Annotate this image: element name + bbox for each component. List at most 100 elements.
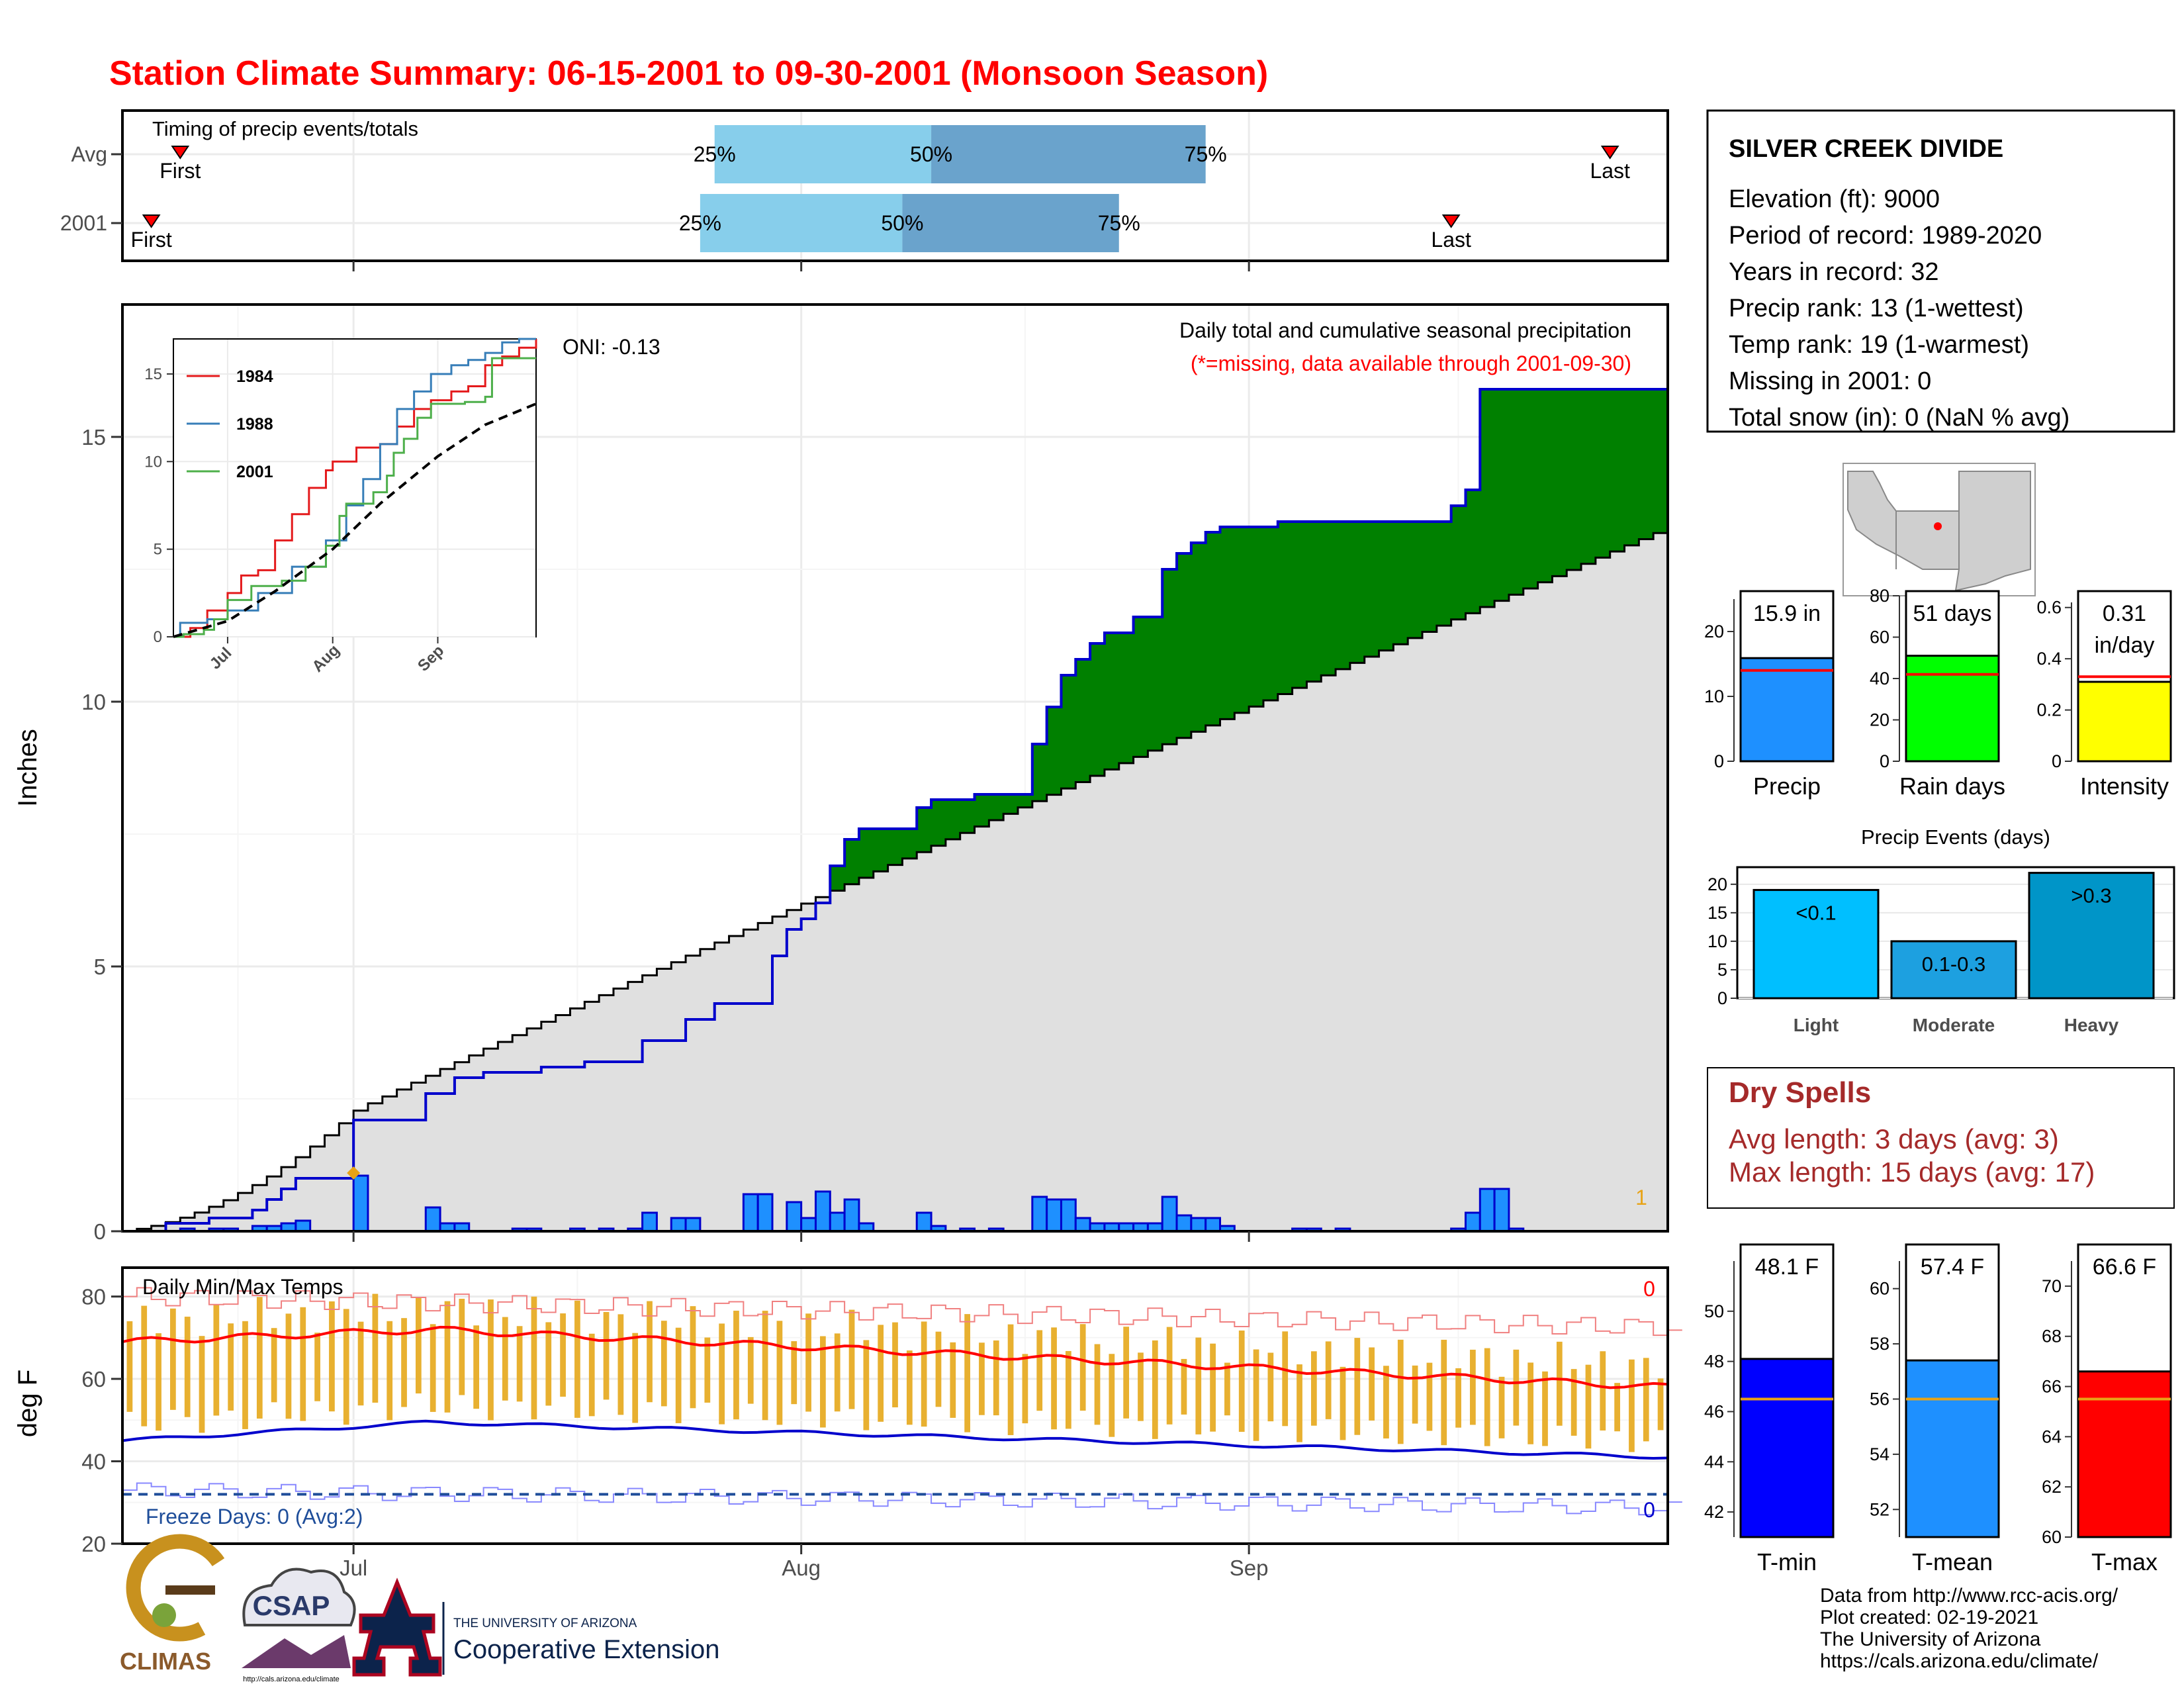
daily-precip-bar bbox=[1205, 1217, 1222, 1233]
temp-range-bar bbox=[863, 1340, 870, 1430]
temp-range-bar bbox=[502, 1317, 508, 1401]
station-line: Missing in 2001: 0 bbox=[1729, 367, 1931, 395]
temp-range-bar bbox=[1369, 1347, 1375, 1421]
events-bar-label: 0.1-0.3 bbox=[1922, 953, 1986, 976]
temp-range-bar bbox=[1426, 1362, 1433, 1431]
temp-range-bar bbox=[1498, 1376, 1505, 1438]
precip-y-tick-label: 10 bbox=[81, 690, 106, 714]
temp-range-bar bbox=[242, 1321, 248, 1429]
mini-value-label: 48.1 F bbox=[1755, 1254, 1819, 1280]
timing-last-label: Last bbox=[1590, 159, 1630, 183]
events-bar-heavy bbox=[2028, 872, 2155, 1000]
temp-range-bar bbox=[574, 1300, 580, 1418]
temp-range-bar bbox=[776, 1321, 783, 1425]
avg-min-line bbox=[122, 1419, 1668, 1460]
temp-y-tick-label: 20 bbox=[81, 1532, 106, 1556]
temp-range-bar bbox=[213, 1305, 220, 1416]
mini-value-label: in/day bbox=[2095, 633, 2155, 658]
temp-range-bar bbox=[690, 1306, 696, 1409]
temp-range-bar bbox=[1643, 1358, 1649, 1442]
daily-precip-bar bbox=[1031, 1196, 1048, 1233]
inset-series-1984 bbox=[173, 339, 537, 638]
mini-y-tick-label: 40 bbox=[1870, 669, 1889, 688]
missing-count: 1 bbox=[1635, 1186, 1647, 1209]
daily-precip-bar bbox=[1493, 1188, 1510, 1233]
temp-panel: 20 40 60 80 Jul Aug Sep deg F Daily Min/Max T… bbox=[13, 1266, 1682, 1580]
inset-y-tick-label: 0 bbox=[154, 628, 162, 646]
events-y-tick-label: 15 bbox=[1707, 903, 1727, 923]
temp-range-bar bbox=[459, 1298, 465, 1395]
station-line: Elevation (ft): 9000 bbox=[1729, 185, 1940, 213]
temp-range-bar bbox=[1166, 1327, 1173, 1425]
locator-map bbox=[1843, 463, 2036, 596]
temp-range-bar bbox=[1079, 1324, 1086, 1411]
inset-series-avg bbox=[173, 402, 537, 638]
timing-first-marker bbox=[142, 214, 161, 228]
daily-precip-bar bbox=[829, 1211, 846, 1233]
freeze-days-count: 0 bbox=[1643, 1498, 1655, 1522]
temp-range-bar bbox=[1195, 1337, 1202, 1434]
timing-p50-label: 50% bbox=[881, 211, 923, 235]
temp-range-bar bbox=[617, 1314, 624, 1415]
station-line: Precip rank: 13 (1-wettest) bbox=[1729, 295, 2024, 322]
daily-precip-bar bbox=[424, 1206, 441, 1233]
temp-range-bar bbox=[560, 1313, 566, 1397]
temp-range-bar bbox=[1600, 1351, 1606, 1431]
temp-range-bar bbox=[993, 1340, 999, 1416]
x-tick-label: Sep bbox=[1230, 1556, 1269, 1580]
timing-panel: Timing of precip events/totals Avg 25% 50%… bbox=[60, 109, 1669, 271]
mini-bar-t-max bbox=[2077, 1370, 2172, 1538]
mini-y-tick-label: 0.2 bbox=[2036, 700, 2062, 720]
mini-x-label: T-mean bbox=[1912, 1548, 1993, 1575]
inset-y-tick-label: 5 bbox=[154, 541, 162, 559]
dry-spells-avg: Avg length: 3 days (avg: 3) bbox=[1729, 1123, 2059, 1154]
temp-summary-panel: 42 44 46 48 50 48.1 F T-min 52 54 56 58 60 57.4 F T-m… bbox=[1704, 1243, 2172, 1575]
mini-y-tick-label: 0.4 bbox=[2036, 649, 2062, 669]
mini-y-tick-label: 70 bbox=[2042, 1276, 2062, 1296]
mini-y-tick-label: 46 bbox=[1704, 1401, 1724, 1421]
precip-y-tick-label: 15 bbox=[81, 425, 106, 449]
temp-range-bar bbox=[1007, 1324, 1014, 1435]
climas-dot bbox=[152, 1603, 176, 1627]
daily-precip-bar bbox=[1046, 1198, 1062, 1233]
temp-range-bar bbox=[1614, 1383, 1620, 1432]
temp-range-bar bbox=[1325, 1341, 1332, 1419]
daily-precip-bar bbox=[670, 1217, 687, 1233]
temp-range-bar bbox=[1412, 1365, 1418, 1424]
temp-range-bar bbox=[184, 1317, 191, 1417]
temp-range-bar bbox=[704, 1337, 711, 1403]
precip-y-axis: 0 5 10 15 bbox=[81, 425, 1250, 1244]
inset-frame bbox=[173, 338, 537, 637]
temp-range-bar bbox=[1570, 1369, 1577, 1436]
hot-days-count: 0 bbox=[1643, 1277, 1655, 1301]
timing-p75-label: 75% bbox=[1185, 142, 1227, 166]
timing-bar-25-50 bbox=[714, 125, 932, 183]
temp-range-bar bbox=[1470, 1349, 1476, 1425]
station-line: Total snow (in): 0 (NaN % avg) bbox=[1729, 404, 2070, 432]
x-tick-label: Aug bbox=[782, 1556, 821, 1580]
temp-range-bar bbox=[1527, 1362, 1534, 1444]
missing-data-marker bbox=[347, 1166, 361, 1180]
temp-range-bar bbox=[271, 1328, 277, 1403]
mini-y-tick-label: 68 bbox=[2042, 1327, 2062, 1346]
inset-legend-label: 1988 bbox=[236, 415, 273, 434]
temp-title: Daily Min/Max Temps bbox=[142, 1275, 343, 1299]
temp-range-bar bbox=[1484, 1348, 1490, 1446]
temp-y-tick-label: 40 bbox=[81, 1450, 106, 1474]
timing-p25-label: 25% bbox=[694, 142, 736, 166]
temp-range-bar bbox=[473, 1325, 480, 1409]
mini-y-tick-label: 58 bbox=[1870, 1334, 1889, 1354]
mini-bar-precip bbox=[1739, 657, 1835, 763]
temp-range-bar bbox=[1310, 1351, 1317, 1426]
footer-line: Data from http://www.rcc-acis.org/ bbox=[1820, 1585, 2118, 1607]
daily-precip-bar bbox=[641, 1211, 658, 1233]
temp-range-bar bbox=[314, 1333, 320, 1401]
events-bar-light bbox=[1752, 888, 1880, 1000]
temp-range-bar bbox=[1094, 1344, 1101, 1425]
temp-range-bar bbox=[1267, 1352, 1274, 1422]
mini-bar-intensity bbox=[2077, 680, 2172, 763]
precip-y-tick-label: 5 bbox=[94, 955, 106, 979]
temp-range-bar bbox=[660, 1321, 667, 1407]
temp-range-bar bbox=[805, 1313, 811, 1412]
